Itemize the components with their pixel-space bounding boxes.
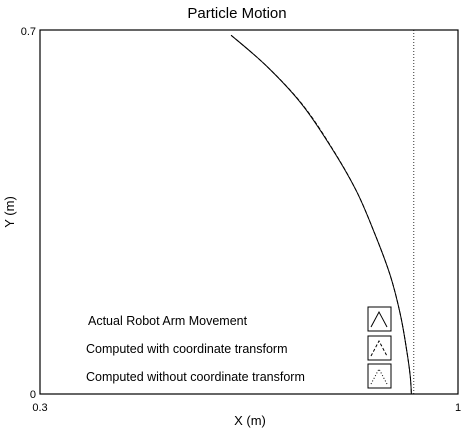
legend-label-with-transform: Computed with coordinate transform <box>86 342 287 356</box>
legend: Actual Robot Arm Movement Computed with … <box>86 306 392 389</box>
x-tick-label-right: 1 <box>455 402 461 414</box>
chart-title: Particle Motion <box>187 5 286 22</box>
y-tick-label-bottom: 0 <box>30 389 36 401</box>
legend-label-without-transform: Computed without coordinate transform <box>86 370 305 384</box>
series-line-1 <box>230 34 412 395</box>
y-tick-label-top: 0.7 <box>21 26 36 38</box>
legend-swatch-with-transform <box>367 335 392 361</box>
x-tick-label-left: 0.3 <box>32 402 47 414</box>
y-axis-label: Y (m) <box>2 196 17 228</box>
series-layer <box>230 30 415 395</box>
legend-swatch-actual <box>367 306 392 332</box>
plot-frame <box>39 29 459 395</box>
legend-label-actual: Actual Robot Arm Movement <box>88 314 248 328</box>
legend-swatch-without-transform <box>367 363 392 389</box>
x-axis-label: X (m) <box>234 413 266 428</box>
